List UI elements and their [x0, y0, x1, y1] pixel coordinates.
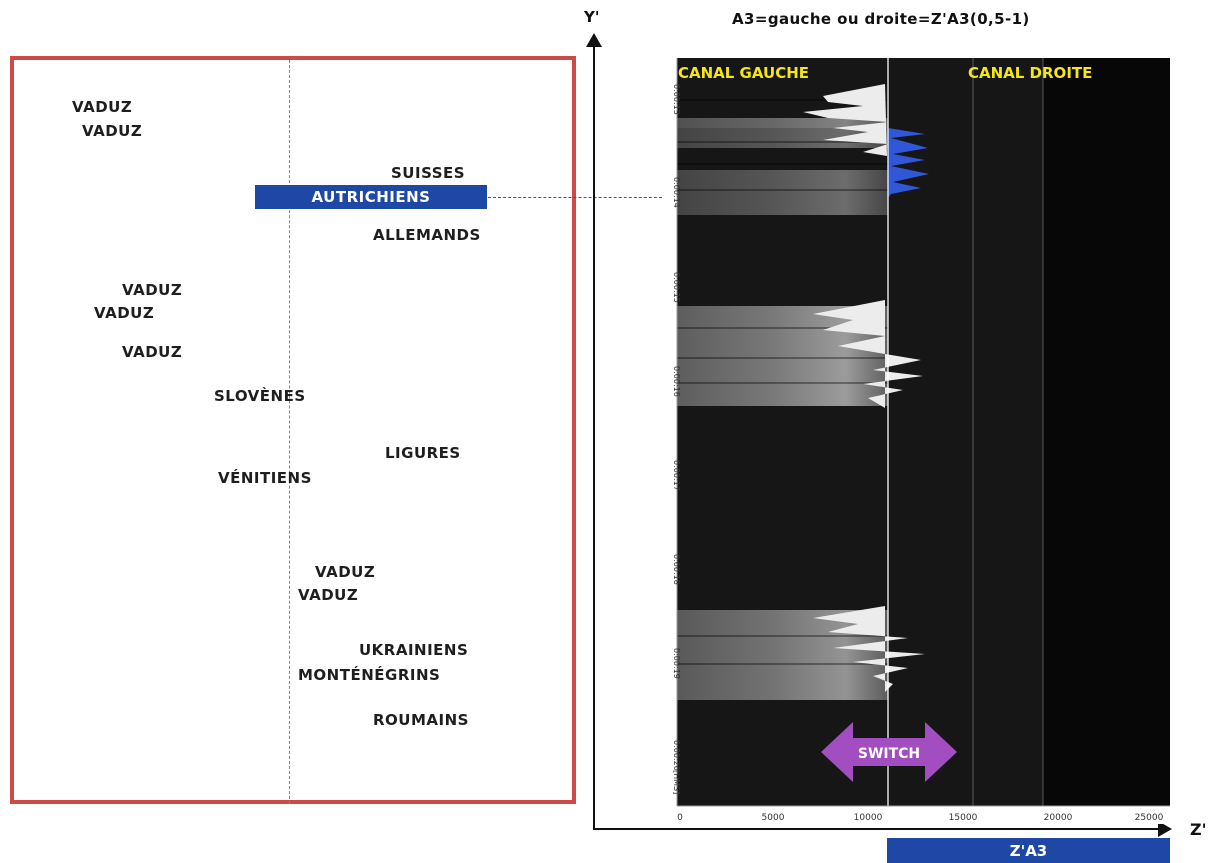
x-axis-arrow-icon	[1158, 821, 1172, 837]
switch-label: SWITCH	[858, 746, 920, 762]
switch-double-arrow-icon	[821, 722, 957, 782]
z-a3-label: Z'A3	[1009, 841, 1048, 860]
word-ukrainiens: UKRAINIENS	[359, 641, 469, 659]
highlight-bar: AUTRICHIENS	[255, 185, 487, 209]
y-axis	[593, 44, 595, 830]
word-montenegrins: MONTÉNÉGRINS	[298, 666, 441, 684]
freq-tick-1: 5000	[762, 813, 785, 823]
energy-peak-1	[803, 84, 888, 156]
connector-dashed-line	[488, 197, 672, 198]
word-ligures: LIGURES	[385, 444, 461, 462]
word-vaduz-6: VADUZ	[315, 563, 376, 581]
word-venitiens: VÉNITIENS	[218, 469, 312, 487]
word-vaduz-2: VADUZ	[82, 122, 143, 140]
time-tick-3: 0:00:16	[672, 366, 681, 397]
word-panel-frame	[10, 56, 576, 804]
time-tick-7: 0:00:20	[672, 740, 681, 771]
energy-blue	[888, 128, 929, 198]
time-tick-4: 0:00:17	[672, 460, 681, 491]
word-vaduz-1: VADUZ	[72, 98, 133, 116]
freq-tick-0: 0	[677, 813, 683, 823]
word-suisses: SUISSES	[391, 164, 466, 182]
y-axis-label: Y'	[584, 8, 600, 26]
z-a3-bar: Z'A3	[887, 838, 1170, 863]
word-vaduz-4: VADUZ	[94, 304, 155, 322]
time-tick-6: 0:00:19	[672, 648, 681, 679]
word-vaduz-3: VADUZ	[122, 281, 183, 299]
word-vaduz-7: VADUZ	[298, 586, 359, 604]
word-vaduz-5: VADUZ	[122, 343, 183, 361]
time-tick-2: 0:00:15	[672, 272, 681, 303]
time-tick-5: 0:00:18	[672, 554, 681, 585]
highlight-word: AUTRICHIENS	[311, 188, 431, 206]
energy-peak-2	[813, 300, 923, 408]
x-axis	[593, 828, 1161, 830]
spectrogram: 0:00:13 0:00:14 0:00:15 0:00:16 0:00:17 …	[663, 58, 1170, 824]
word-slovenes: SLOVÈNES	[214, 387, 306, 405]
freq-tick-4: 20000	[1044, 813, 1073, 823]
time-tick-0: 0:00:13	[672, 84, 681, 115]
energy-peak-3	[813, 606, 925, 692]
freq-tick-2: 10000	[854, 813, 883, 823]
channel-left-label: CANAL GAUCHE	[678, 64, 809, 82]
time-tick-1: 0:00:14	[672, 177, 681, 208]
word-allemands: ALLEMANDS	[373, 226, 481, 244]
x-axis-label: Z'	[1190, 820, 1207, 839]
channel-right-label: CANAL DROITE	[968, 64, 1092, 82]
freq-tick-3: 15000	[949, 813, 978, 823]
center-divider	[289, 60, 290, 804]
freq-tick-5: 25000	[1135, 813, 1164, 823]
time-unit: [HMS]	[672, 770, 681, 794]
y-axis-arrow-icon	[586, 33, 602, 47]
page-title: A3=gauche ou droite=Z'A3(0,5-1)	[732, 10, 1030, 28]
word-roumains: ROUMAINS	[373, 711, 469, 729]
